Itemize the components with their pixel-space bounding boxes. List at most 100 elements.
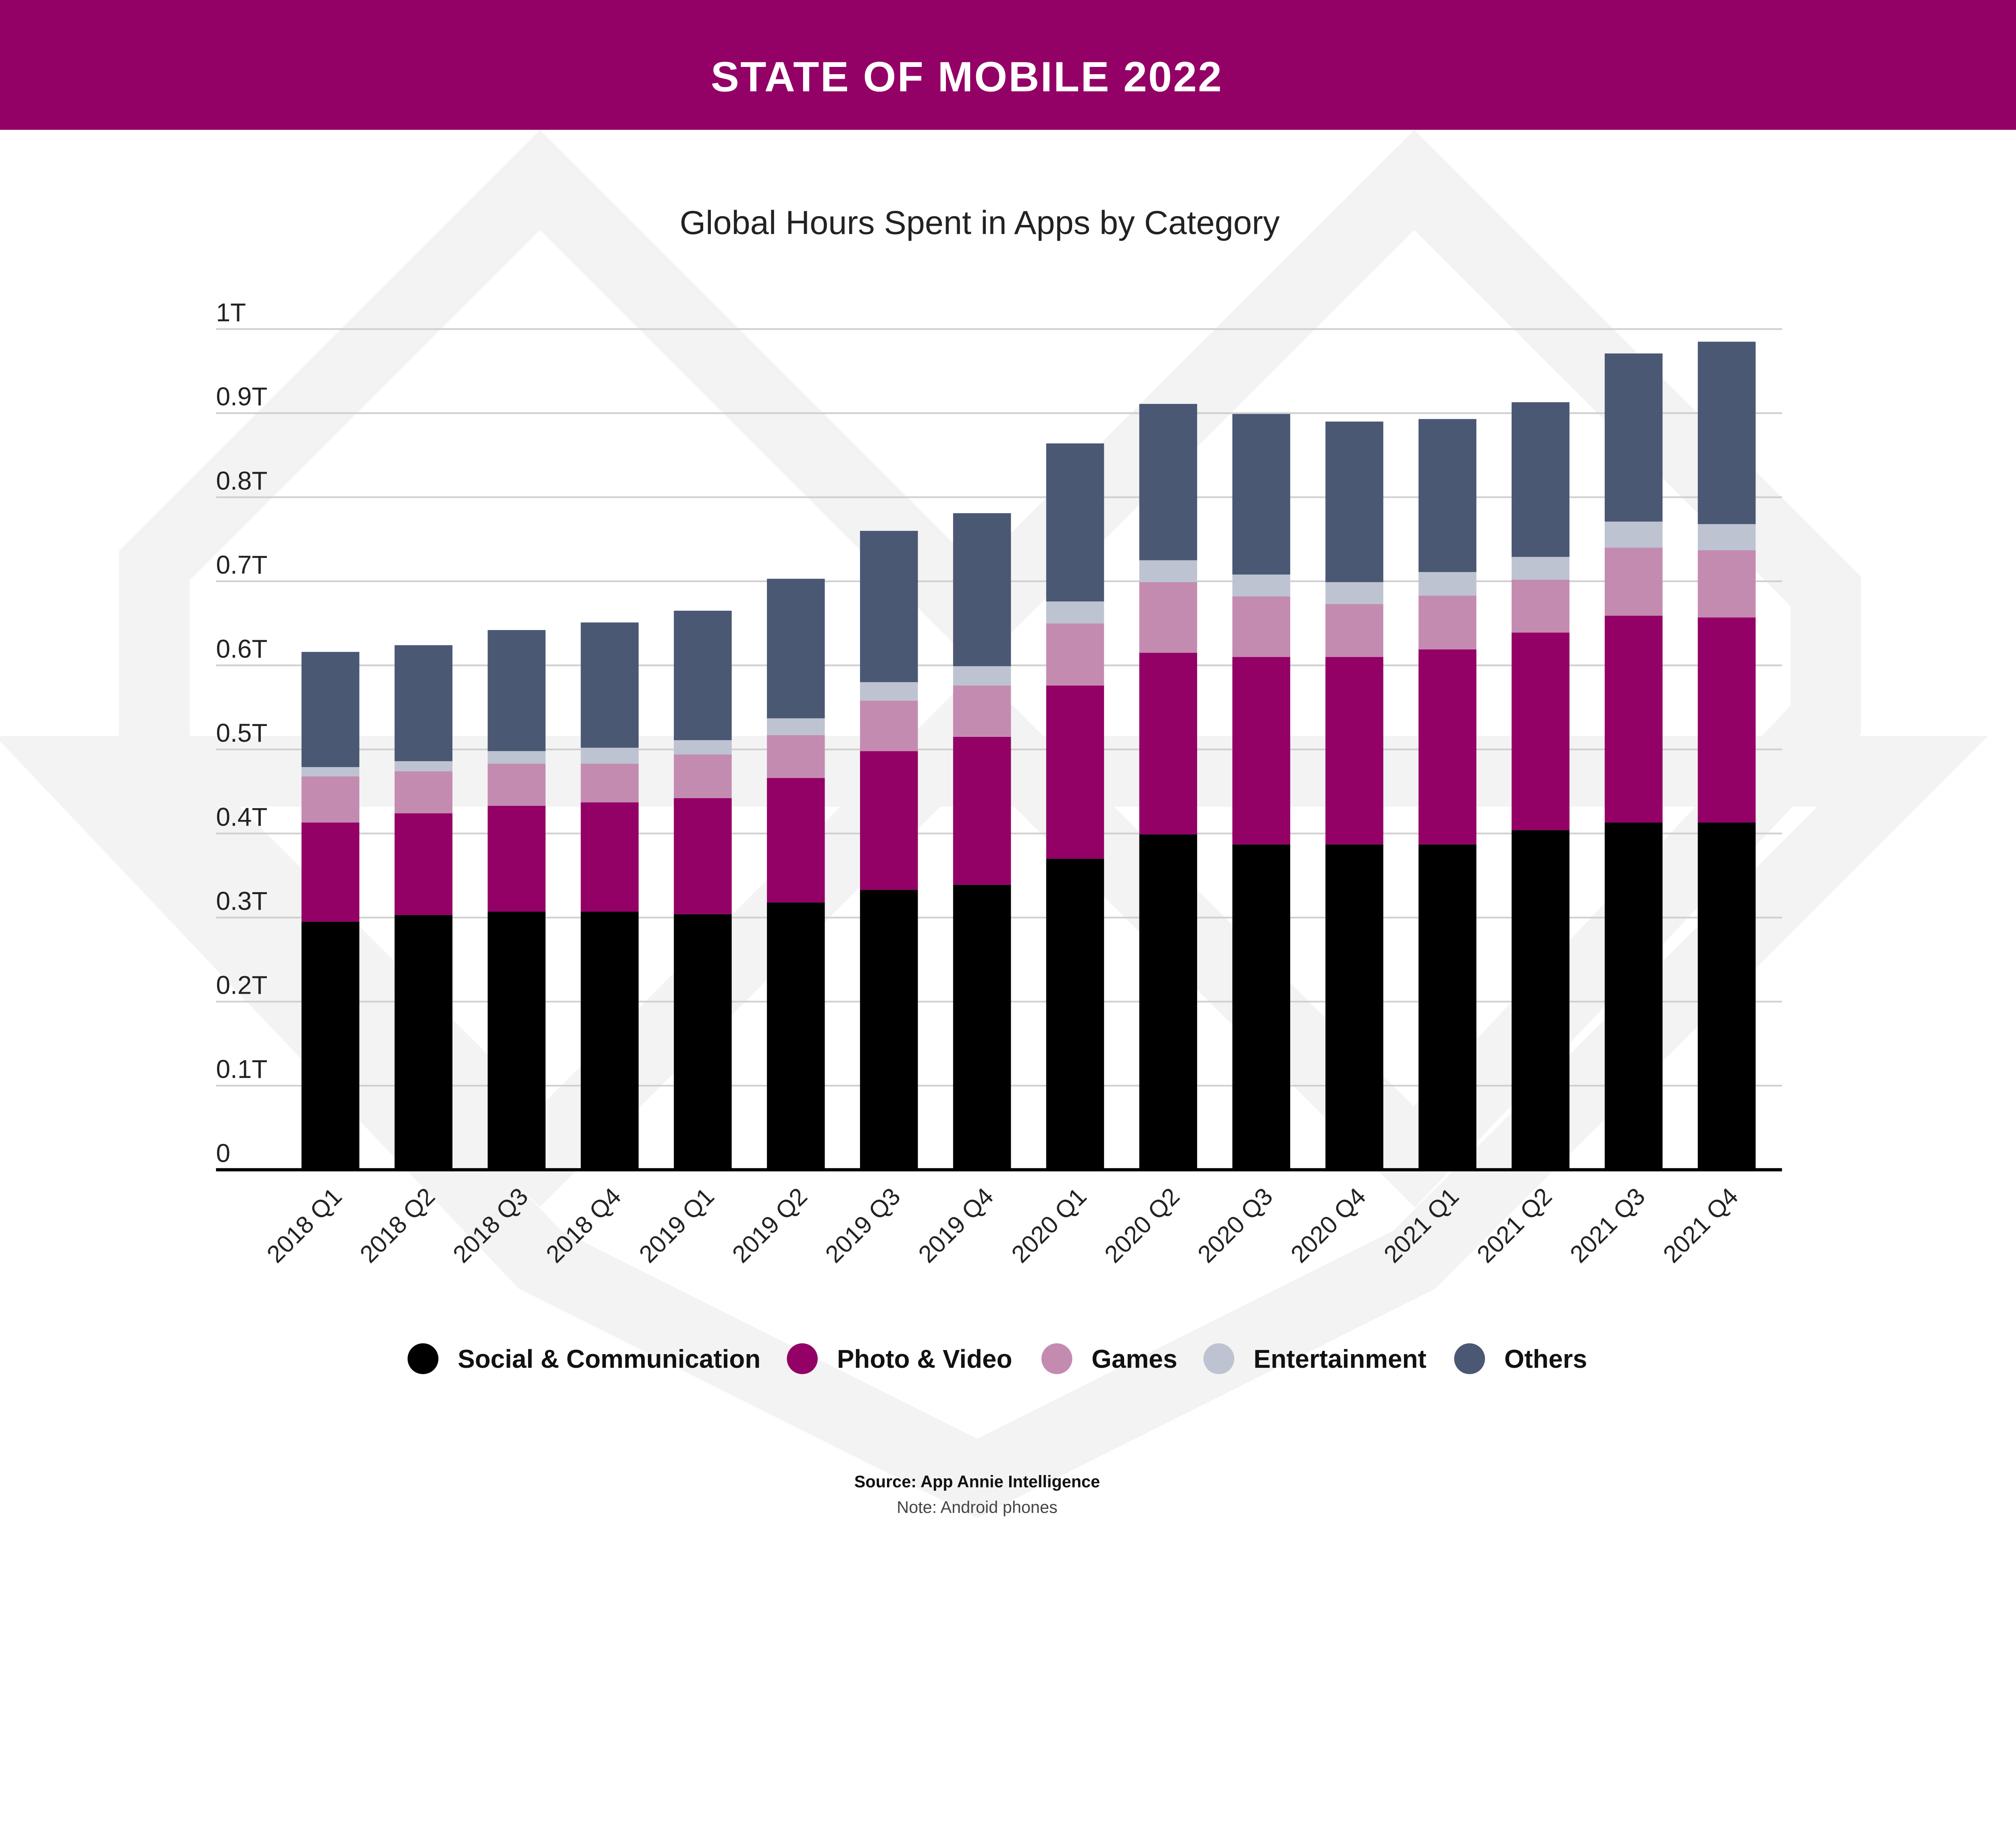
x-tick-label: 2019 Q4 bbox=[913, 1182, 998, 1268]
bar-segment-games bbox=[1697, 550, 1756, 618]
bar-segment-games bbox=[674, 754, 732, 799]
bar-segment-others bbox=[767, 578, 825, 718]
bar-segment-others bbox=[1325, 421, 1383, 583]
chart-title: Global Hours Spent in Apps by Category bbox=[680, 204, 1280, 241]
bar-segment-photo-video bbox=[1139, 653, 1198, 834]
legend-swatch bbox=[407, 1343, 439, 1374]
bar-segment-games bbox=[1512, 579, 1570, 633]
bar-segment-games bbox=[394, 771, 453, 813]
bar-segment-photo-video bbox=[1697, 617, 1756, 823]
bar-segment-others bbox=[581, 622, 639, 748]
bar-segment-social-communication bbox=[860, 890, 918, 1170]
legend-swatch bbox=[1041, 1343, 1073, 1374]
legend-label: Others bbox=[1504, 1344, 1587, 1373]
bar-segment-others bbox=[953, 513, 1011, 666]
bar-segment-entertainment bbox=[394, 761, 453, 772]
bar-segment-photo-video bbox=[1325, 657, 1383, 845]
legend-label: Photo & Video bbox=[837, 1344, 1012, 1373]
legend-swatch bbox=[787, 1343, 818, 1374]
bar-segment-entertainment bbox=[1325, 582, 1383, 604]
bar-segment-entertainment bbox=[487, 751, 546, 764]
x-tick-label: 2021 Q3 bbox=[1564, 1182, 1650, 1268]
legend-label: Social & Communication bbox=[458, 1344, 760, 1373]
bar-segment-social-communication bbox=[953, 884, 1011, 1170]
bar-segment-others bbox=[1512, 402, 1570, 557]
bar-segment-others bbox=[860, 531, 918, 682]
bar-segment-entertainment bbox=[1697, 524, 1756, 550]
bar-segment-social-communication bbox=[487, 911, 546, 1170]
bar-segment-entertainment bbox=[1232, 574, 1290, 597]
y-tick-label: 0 bbox=[216, 1139, 230, 1168]
bar-segment-social-communication bbox=[1604, 822, 1663, 1170]
y-tick-label: 0.3T bbox=[216, 886, 268, 915]
source-text: Source: App Annie Intelligence bbox=[854, 1472, 1100, 1491]
x-tick-label: 2020 Q2 bbox=[1099, 1182, 1185, 1268]
legend-swatch bbox=[1454, 1343, 1485, 1374]
bar-segment-entertainment bbox=[1139, 560, 1198, 583]
bar-segment-social-communication bbox=[1512, 830, 1570, 1170]
bar-segment-photo-video bbox=[860, 751, 918, 890]
bar-segment-photo-video bbox=[301, 822, 360, 922]
bar-segment-entertainment bbox=[1604, 521, 1663, 548]
x-tick-label: 2018 Q1 bbox=[261, 1182, 347, 1268]
x-tick-label: 2021 Q4 bbox=[1658, 1182, 1743, 1268]
legend-label: Games bbox=[1091, 1344, 1177, 1373]
bar-segment-social-communication bbox=[1046, 859, 1104, 1170]
y-tick-label: 0.7T bbox=[216, 550, 268, 579]
y-tick-label: 0.4T bbox=[216, 802, 268, 831]
bar-segment-social-communication bbox=[1139, 834, 1198, 1170]
bar-segment-social-communication bbox=[581, 911, 639, 1170]
bar-segment-entertainment bbox=[1512, 557, 1570, 580]
bar-segment-photo-video bbox=[394, 813, 453, 915]
bar-segment-games bbox=[487, 764, 546, 806]
bar-segment-others bbox=[301, 652, 360, 767]
bar-segment-others bbox=[1604, 353, 1663, 522]
x-tick-label: 2019 Q3 bbox=[820, 1182, 905, 1268]
bar-segment-others bbox=[1046, 443, 1104, 602]
bar-segment-social-communication bbox=[1325, 844, 1383, 1170]
bar-segment-social-communication bbox=[1232, 844, 1290, 1170]
bar-segment-photo-video bbox=[674, 798, 732, 914]
bar-segment-entertainment bbox=[1046, 601, 1104, 624]
bar-segment-others bbox=[1418, 419, 1477, 572]
legend-label: Entertainment bbox=[1254, 1344, 1427, 1373]
bar-segment-social-communication bbox=[1418, 844, 1477, 1170]
bar-segment-entertainment bbox=[581, 747, 639, 764]
y-tick-label: 0.5T bbox=[216, 718, 268, 747]
x-tick-label: 2018 Q2 bbox=[354, 1182, 440, 1268]
bar-segment-social-communication bbox=[1697, 822, 1756, 1170]
bar-segment-social-communication bbox=[394, 915, 453, 1170]
bar-segment-games bbox=[1604, 547, 1663, 616]
bar-segment-games bbox=[860, 701, 918, 751]
x-tick-label: 2019 Q1 bbox=[634, 1182, 719, 1268]
bar-segment-entertainment bbox=[301, 767, 360, 776]
bar-segment-social-communication bbox=[301, 922, 360, 1170]
bar-segment-games bbox=[1418, 595, 1477, 649]
y-tick-label: 0.1T bbox=[216, 1055, 268, 1084]
bar-segment-games bbox=[767, 735, 825, 778]
bar-segment-others bbox=[674, 610, 732, 741]
y-tick-label: 0.9T bbox=[216, 382, 268, 411]
bar-segment-social-communication bbox=[767, 902, 825, 1170]
note-text: Note: Android phones bbox=[897, 1498, 1058, 1517]
bar-segment-photo-video bbox=[1512, 632, 1570, 830]
bar-segment-entertainment bbox=[860, 682, 918, 701]
bar-segment-photo-video bbox=[487, 805, 546, 912]
bar-segment-games bbox=[1139, 582, 1198, 653]
bar-segment-others bbox=[1139, 404, 1198, 560]
legend-swatch bbox=[1203, 1343, 1235, 1374]
x-tick-label: 2019 Q2 bbox=[727, 1182, 812, 1268]
y-axis-ticks: 0 0.1T 0.2T 0.3T 0.4T 0.5T 0.6T 0.7T 0.8T 0.9T 1T bbox=[216, 298, 268, 1167]
bar-segment-photo-video bbox=[767, 778, 825, 903]
y-tick-label: 0.6T bbox=[216, 634, 268, 663]
bar-segment-photo-video bbox=[1604, 616, 1663, 823]
bar-segment-entertainment bbox=[767, 718, 825, 735]
bar-segment-games bbox=[1325, 604, 1383, 657]
bar-segment-photo-video bbox=[1232, 657, 1290, 845]
bar-segment-others bbox=[1697, 341, 1756, 524]
bar-segment-games bbox=[301, 776, 360, 823]
bar-segment-social-communication bbox=[674, 914, 732, 1170]
x-tick-label: 2020 Q1 bbox=[1006, 1182, 1091, 1268]
y-tick-label: 0.8T bbox=[216, 466, 268, 495]
bar-segment-games bbox=[1232, 596, 1290, 657]
